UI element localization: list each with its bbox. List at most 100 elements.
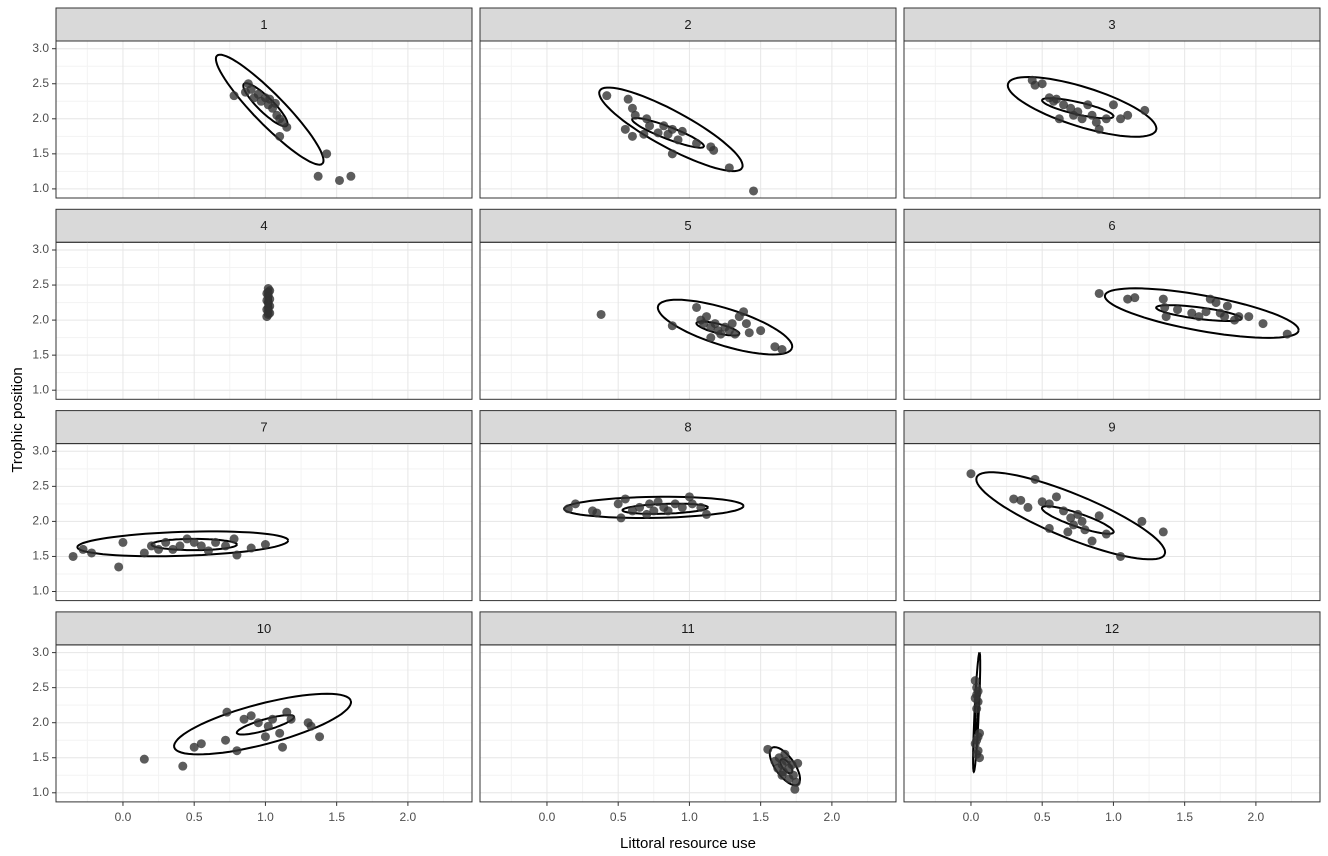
point <box>642 509 652 519</box>
strip-label: 10 <box>257 621 271 636</box>
point <box>659 121 669 131</box>
point <box>275 728 285 738</box>
point <box>788 770 798 780</box>
y-tick-label: 1.0 <box>32 181 49 195</box>
point <box>335 175 345 185</box>
panel-marks <box>1094 287 1300 339</box>
point <box>1044 499 1054 509</box>
strip-label: 12 <box>1105 621 1119 636</box>
point <box>168 544 178 554</box>
panel-marks <box>68 530 290 572</box>
point <box>684 492 694 502</box>
x-tick-label: 1.0 <box>681 810 698 824</box>
point <box>756 326 766 336</box>
point <box>602 91 612 101</box>
point <box>1201 307 1211 317</box>
point <box>1087 536 1097 546</box>
point <box>87 548 97 558</box>
ellipse <box>1006 75 1158 138</box>
point <box>246 711 256 721</box>
y-tick-label: 2.0 <box>32 111 49 125</box>
point <box>229 91 239 101</box>
point <box>1073 107 1083 117</box>
point <box>178 761 188 771</box>
point <box>677 126 687 136</box>
point <box>1023 502 1033 512</box>
y-tick-label: 1.0 <box>32 382 49 396</box>
panel-marks <box>970 651 985 774</box>
strip-label: 4 <box>260 218 267 233</box>
point <box>315 732 325 742</box>
point <box>645 499 655 509</box>
panel-border <box>903 443 1321 602</box>
ellipse <box>656 298 794 356</box>
point <box>232 746 242 756</box>
point <box>1054 114 1064 124</box>
point <box>706 333 716 343</box>
point <box>118 537 128 547</box>
point <box>182 534 192 544</box>
point <box>645 121 655 131</box>
point <box>175 541 185 551</box>
point <box>724 163 734 173</box>
point <box>270 98 280 108</box>
strip <box>55 7 473 42</box>
panel-border <box>903 40 1321 199</box>
point <box>970 739 980 749</box>
point <box>1016 495 1026 505</box>
x-tick-label: 0.0 <box>963 810 980 824</box>
point <box>620 494 630 504</box>
y-tick-label: 3.0 <box>32 242 49 256</box>
y-tick-label: 1.0 <box>32 785 49 799</box>
point <box>709 145 719 155</box>
point <box>677 502 687 512</box>
point <box>727 319 737 329</box>
point <box>1009 494 1019 504</box>
x-tick-label: 1.5 <box>752 810 769 824</box>
strip-label: 6 <box>1108 218 1115 233</box>
point <box>972 704 982 714</box>
panel-marks <box>139 692 353 771</box>
point <box>613 499 623 509</box>
x-tick-label: 0.5 <box>186 810 203 824</box>
strip <box>55 410 473 445</box>
strip-label: 11 <box>681 621 695 636</box>
point <box>196 541 206 551</box>
point <box>1094 511 1104 521</box>
point <box>692 138 702 148</box>
point <box>246 543 256 553</box>
y-tick-label: 2.5 <box>32 76 49 90</box>
point <box>596 309 606 319</box>
y-tick-label: 3.0 <box>32 443 49 457</box>
point <box>229 534 239 544</box>
point <box>699 319 709 329</box>
point <box>744 328 754 338</box>
panel-marks <box>763 744 803 794</box>
strip <box>479 410 897 445</box>
point <box>189 742 199 752</box>
ellipse <box>631 117 705 149</box>
y-axis-title: Trophic position <box>9 367 26 472</box>
point <box>1234 312 1244 322</box>
point <box>1222 301 1232 311</box>
point <box>1063 527 1073 537</box>
strip-label: 1 <box>260 17 267 32</box>
point <box>1066 103 1076 113</box>
point <box>970 676 980 686</box>
point <box>716 329 726 339</box>
point <box>710 319 720 329</box>
ellipse <box>598 86 744 173</box>
point <box>616 513 626 523</box>
point <box>286 714 296 724</box>
point <box>1158 294 1168 304</box>
strip <box>903 208 1321 243</box>
point <box>1087 110 1097 120</box>
point <box>1244 312 1254 322</box>
point <box>1123 294 1133 304</box>
point <box>260 732 270 742</box>
panel-marks <box>1006 75 1158 138</box>
point <box>1073 509 1083 519</box>
point <box>1037 79 1047 89</box>
strip <box>903 410 1321 445</box>
x-tick-label: 0.0 <box>539 810 556 824</box>
